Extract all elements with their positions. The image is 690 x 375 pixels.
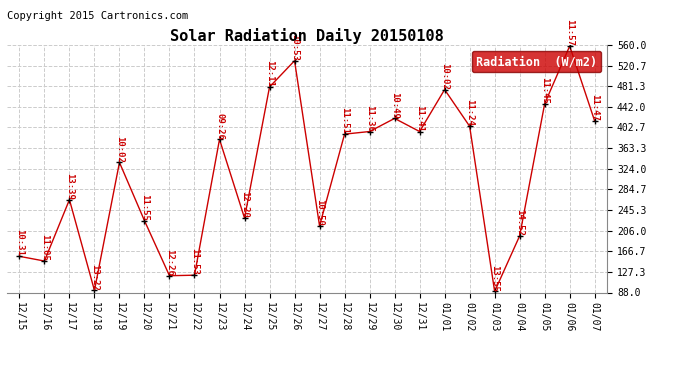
Text: 11:41: 11:41	[415, 105, 424, 132]
Text: 11:24: 11:24	[465, 99, 474, 126]
Legend: Radiation  (W/m2): Radiation (W/m2)	[472, 51, 601, 72]
Text: 10:53: 10:53	[290, 34, 299, 61]
Text: 13:55: 13:55	[490, 265, 499, 291]
Text: 11:53: 11:53	[190, 248, 199, 275]
Text: 12:20: 12:20	[240, 191, 249, 218]
Text: 11:55: 11:55	[140, 194, 149, 220]
Text: 14:52: 14:52	[515, 209, 524, 236]
Text: 12:26: 12:26	[165, 249, 174, 276]
Text: Copyright 2015 Cartronics.com: Copyright 2015 Cartronics.com	[7, 11, 188, 21]
Text: 11:47: 11:47	[590, 94, 599, 121]
Text: 10:02: 10:02	[440, 63, 449, 90]
Text: 10:50: 10:50	[315, 199, 324, 226]
Text: 13:39: 13:39	[65, 173, 74, 200]
Text: 11:05: 11:05	[40, 234, 49, 261]
Text: 13:22: 13:22	[90, 264, 99, 290]
Text: 10:31: 10:31	[15, 230, 24, 256]
Text: 11:51: 11:51	[340, 107, 349, 134]
Text: 10:02: 10:02	[115, 136, 124, 162]
Text: 11:45: 11:45	[540, 77, 549, 104]
Text: 10:49: 10:49	[390, 92, 399, 118]
Text: 11:36: 11:36	[365, 105, 374, 132]
Text: 09:26: 09:26	[215, 112, 224, 140]
Text: 11:57: 11:57	[565, 19, 574, 46]
Title: Solar Radiation Daily 20150108: Solar Radiation Daily 20150108	[170, 28, 444, 44]
Text: 12:11: 12:11	[265, 60, 274, 87]
